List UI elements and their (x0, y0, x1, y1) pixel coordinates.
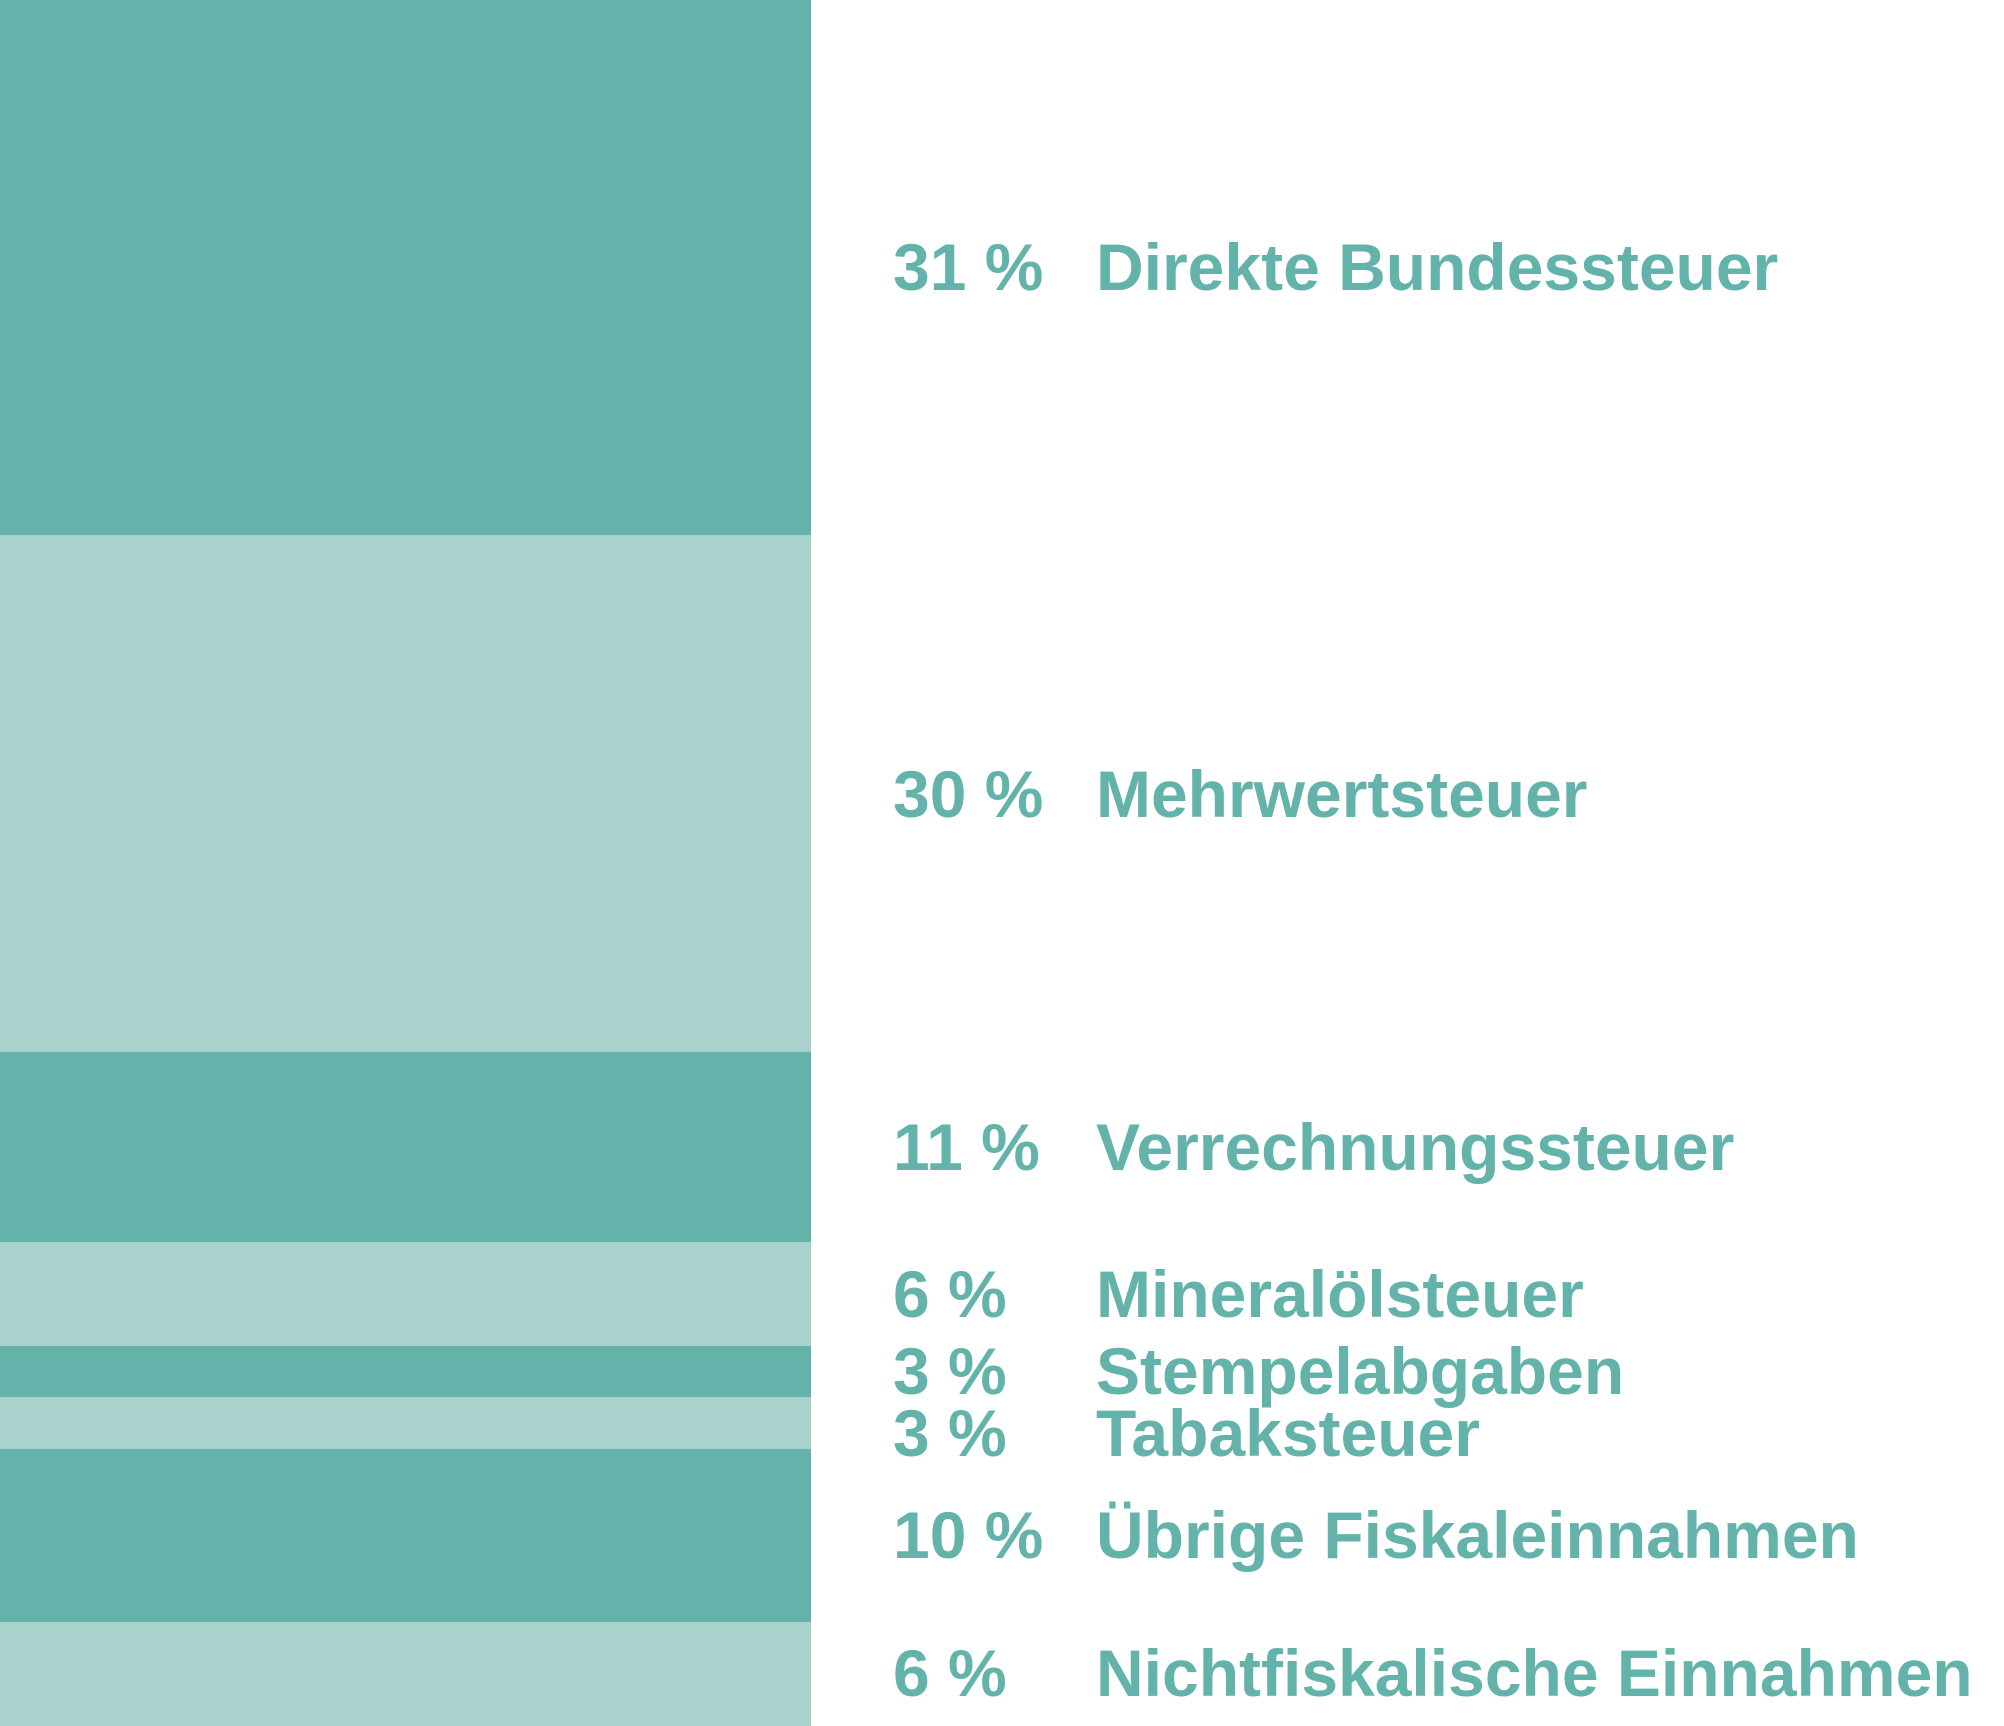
segment-value-label: 30 % (893, 761, 1043, 827)
bar-segment (0, 1346, 811, 1399)
bar-segment (0, 535, 811, 1054)
segment-category-label: Stempelabgaben (1096, 1338, 1624, 1404)
segment-category-label: Verrechnungssteuer (1096, 1114, 1734, 1180)
segment-category-label: Übrige Fiskaleinnahmen (1096, 1502, 1859, 1568)
segment-value-label: 3 % (893, 1338, 1007, 1404)
segment-value-label: 3 % (893, 1400, 1007, 1466)
bar-segment (0, 0, 811, 536)
segment-category-label: Tabaksteuer (1096, 1400, 1480, 1466)
segment-category-label: Nichtfiskalische Einnahmen (1096, 1640, 1973, 1706)
segment-value-label: 6 % (893, 1261, 1007, 1327)
segment-value-label: 11 % (893, 1114, 1040, 1180)
segment-category-label: Mineralölsteuer (1096, 1261, 1584, 1327)
segment-value-label: 31 % (893, 234, 1043, 300)
segment-category-label: Direkte Bundessteuer (1096, 234, 1778, 300)
segment-category-label: Mehrwertsteuer (1096, 761, 1588, 827)
bar-segment (0, 1449, 811, 1623)
bar-segment (0, 1242, 811, 1347)
segment-value-label: 10 % (893, 1502, 1043, 1568)
bar-segment (0, 1052, 811, 1243)
bar-segment (0, 1622, 811, 1726)
segment-value-label: 6 % (893, 1640, 1007, 1706)
bar-segment (0, 1397, 811, 1450)
